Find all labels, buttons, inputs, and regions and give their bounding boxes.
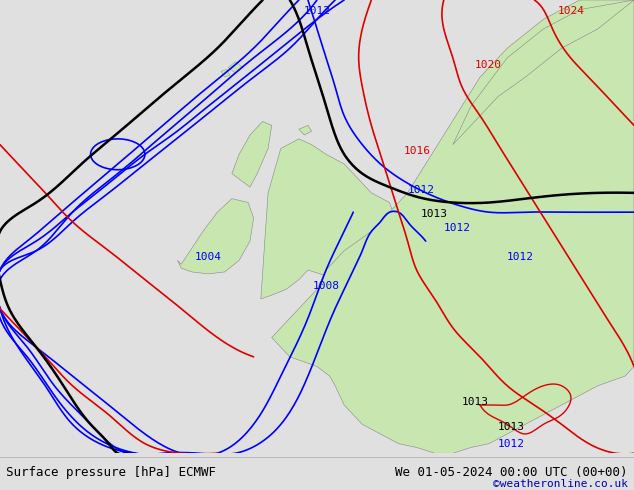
Polygon shape [261,139,395,299]
Text: 1013: 1013 [498,422,525,432]
Text: 1012: 1012 [444,223,471,233]
Polygon shape [178,198,254,274]
Polygon shape [299,125,311,135]
Text: Surface pressure [hPa] ECMWF: Surface pressure [hPa] ECMWF [6,466,216,479]
Text: 1013: 1013 [462,397,489,407]
Polygon shape [272,0,634,453]
Text: 1020: 1020 [475,59,501,70]
Text: 1013: 1013 [420,209,447,219]
Polygon shape [232,122,272,187]
Text: We 01-05-2024 00:00 UTC (00+00): We 01-05-2024 00:00 UTC (00+00) [395,466,628,479]
Text: ©weatheronline.co.uk: ©weatheronline.co.uk [493,479,628,489]
Text: 1024: 1024 [558,5,585,16]
Text: 1012: 1012 [507,252,534,262]
Polygon shape [228,62,243,74]
Text: 1012: 1012 [408,185,434,195]
Polygon shape [221,70,230,77]
Text: 1012: 1012 [498,440,525,449]
Text: 1016: 1016 [404,147,431,156]
Bar [0,438,634,453]
Text: 1008: 1008 [313,281,340,292]
Polygon shape [453,0,634,145]
Text: 1004: 1004 [195,252,222,262]
Text: 1012: 1012 [304,5,330,16]
